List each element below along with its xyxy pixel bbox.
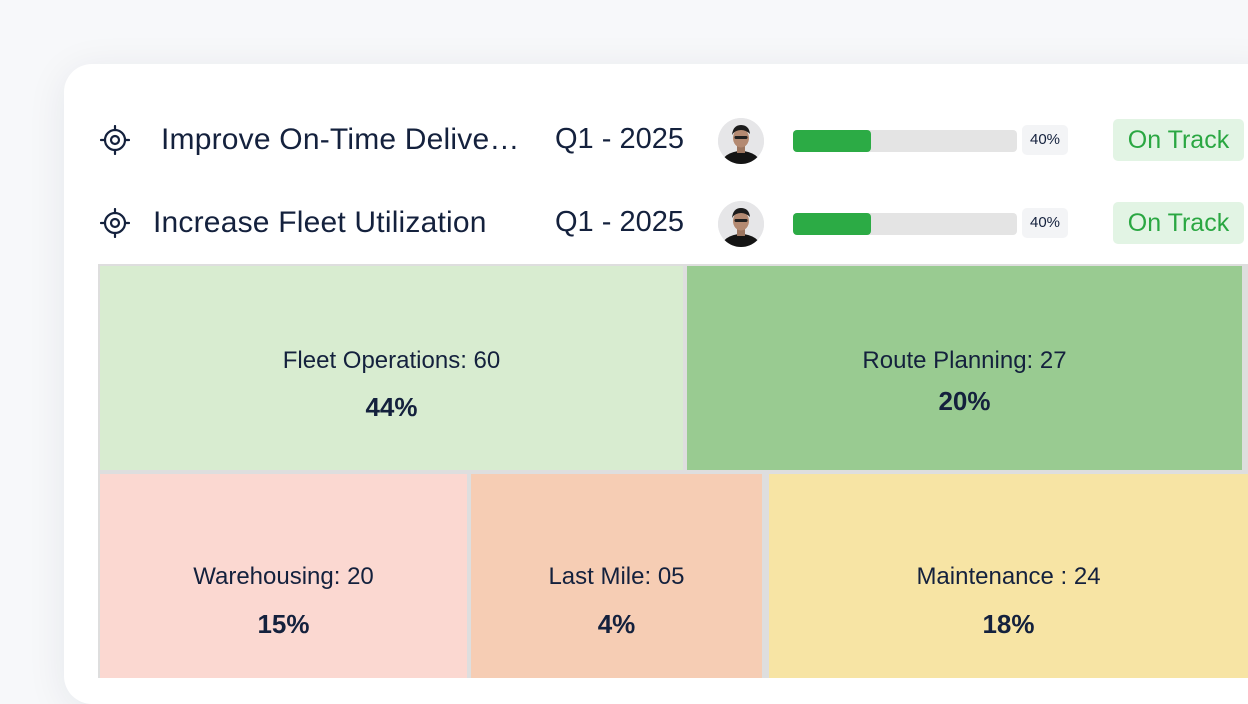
progress-fill — [793, 130, 872, 152]
tile-label: Maintenance : 24 — [916, 563, 1101, 590]
status-badge: On Track — [1113, 202, 1244, 244]
avatar[interactable] — [718, 118, 764, 164]
tile-label: Last Mile: 05 — [548, 563, 685, 590]
goal-row[interactable]: Improve On-Time Delivery Rate Q1 - 2025 … — [64, 116, 1248, 164]
tile-percent: 15% — [257, 609, 310, 639]
goal-quarter: Q1 - 2025 — [555, 206, 684, 238]
treemap-tile-warehousing[interactable]: Warehousing: 20 15% — [100, 474, 467, 678]
progress-fill — [793, 213, 872, 235]
status-badge: On Track — [1113, 119, 1244, 161]
treemap-tile-maintenance[interactable]: Maintenance : 24 18% — [769, 474, 1248, 678]
treemap-tile-last-mile[interactable]: Last Mile: 05 4% — [471, 474, 762, 678]
progress-bar — [793, 130, 1017, 152]
tile-label: Fleet Operations: 60 — [282, 347, 501, 374]
tile-percent: 18% — [982, 609, 1035, 639]
tile-label: Warehousing: 20 — [193, 563, 374, 590]
tile-label: Route Planning: 27 — [862, 347, 1067, 374]
tile-percent: 44% — [365, 392, 418, 422]
target-icon — [100, 208, 130, 238]
progress-bar — [793, 213, 1017, 235]
target-icon — [100, 125, 130, 155]
treemap-tile-fleet-operations[interactable]: Fleet Operations: 60 44% — [100, 266, 683, 470]
tile-percent: 4% — [597, 609, 636, 639]
goal-quarter: Q1 - 2025 — [555, 123, 684, 155]
tile-percent: 20% — [938, 386, 991, 416]
goal-title[interactable]: Increase Fleet Utilization — [153, 206, 487, 239]
goal-title[interactable]: Improve On-Time Delivery Rate — [161, 123, 523, 156]
avatar[interactable] — [718, 201, 764, 247]
progress-percent: 40% — [1022, 208, 1068, 238]
treemap-tile-route-planning[interactable]: Route Planning: 27 20% — [687, 266, 1242, 470]
progress-percent: 40% — [1022, 125, 1068, 155]
department-treemap: Fleet Operations: 60 44% Route Planning:… — [98, 264, 1248, 678]
goal-row[interactable]: Increase Fleet Utilization Q1 - 2025 40%… — [64, 199, 1248, 247]
